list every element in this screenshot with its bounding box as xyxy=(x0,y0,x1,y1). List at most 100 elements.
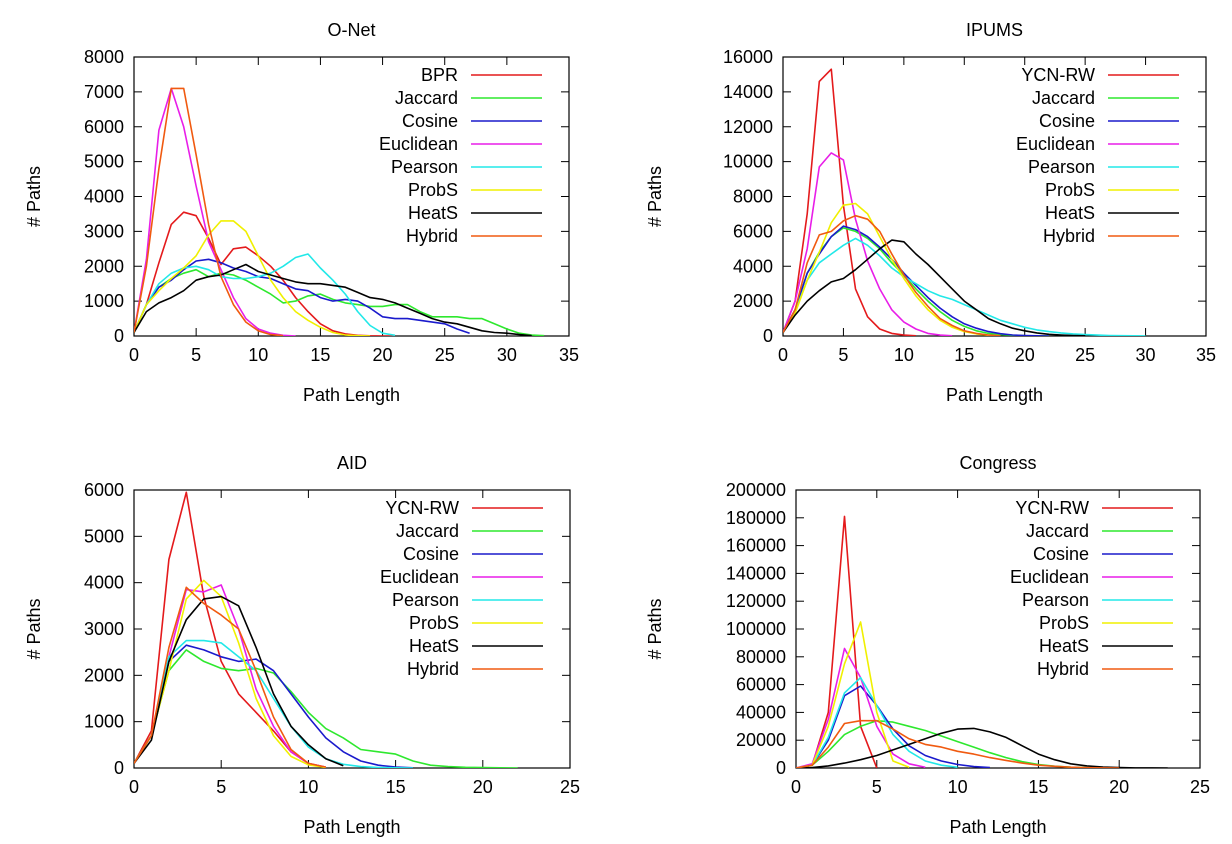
legend-label: Pearson xyxy=(1022,590,1089,610)
series-line-heats xyxy=(134,595,344,767)
legend-label: Jaccard xyxy=(1032,88,1095,108)
y-tick-label: 5000 xyxy=(84,526,124,546)
series-line-hybrid xyxy=(134,586,326,768)
chart-panel-2: AID 0 5 10 15 20 25 0 1000 2000 3000 4000 5000 6000 Pa… xyxy=(24,453,580,837)
series-line-heats xyxy=(783,239,1086,336)
legend-label: YCN-RW xyxy=(1021,65,1095,85)
y-tick-label: 7000 xyxy=(84,82,124,102)
y-tick-label: 3000 xyxy=(84,221,124,241)
y-tick-label: 120000 xyxy=(726,591,786,611)
y-axis-label: # Paths xyxy=(24,166,44,227)
legend-label: Cosine xyxy=(403,544,459,564)
series-line-probs xyxy=(134,579,326,768)
x-tick-label: 15 xyxy=(1028,777,1048,797)
y-axis-label: # Paths xyxy=(645,166,665,227)
legend-label: Cosine xyxy=(1039,111,1095,131)
x-tick-label: 10 xyxy=(894,345,914,365)
legend-label: ProbS xyxy=(1045,180,1095,200)
series-line-euclidean xyxy=(796,647,926,768)
x-tick-label: 30 xyxy=(1136,345,1156,365)
x-tick-label: 25 xyxy=(1190,777,1210,797)
series-line-bpr xyxy=(134,211,395,336)
x-tick-label: 25 xyxy=(1075,345,1095,365)
series-line-ycn-rw xyxy=(783,68,916,336)
series-line-euclidean xyxy=(783,152,953,336)
y-tick-label: 6000 xyxy=(84,480,124,500)
series-line-heats xyxy=(796,727,1168,768)
series-line-pearson xyxy=(783,237,1146,336)
legend-label: ProbS xyxy=(1039,613,1089,633)
y-tick-label: 0 xyxy=(114,326,124,346)
x-tick-label: 5 xyxy=(838,345,848,365)
legend-label: Pearson xyxy=(391,157,458,177)
series-line-cosine xyxy=(134,258,470,334)
x-tick-label: 20 xyxy=(473,777,493,797)
x-tick-label: 10 xyxy=(248,345,268,365)
series-line-cosine xyxy=(783,225,1049,336)
x-tick-label: 5 xyxy=(191,345,201,365)
x-axis-label: Path Length xyxy=(303,817,400,837)
y-tick-label: 1000 xyxy=(84,712,124,732)
x-tick-label: 0 xyxy=(791,777,801,797)
legend-label: BPR xyxy=(421,65,458,85)
x-tick-label: 30 xyxy=(497,345,517,365)
legend-label: YCN-RW xyxy=(1015,498,1089,518)
series-line-ycn-rw xyxy=(134,491,326,768)
y-tick-label: 12000 xyxy=(723,117,773,137)
legend-label: Pearson xyxy=(392,590,459,610)
series-line-jaccard xyxy=(134,268,545,336)
x-tick-label: 10 xyxy=(298,777,318,797)
y-axis-label: # Paths xyxy=(645,598,665,659)
y-tick-label: 2000 xyxy=(84,665,124,685)
x-tick-label: 25 xyxy=(435,345,455,365)
x-tick-label: 5 xyxy=(216,777,226,797)
chart-title: IPUMS xyxy=(966,20,1023,40)
x-tick-label: 35 xyxy=(1196,345,1216,365)
series-line-pearson xyxy=(134,639,414,768)
series-line-hybrid xyxy=(783,214,1001,336)
series-line-hybrid xyxy=(796,719,1120,768)
legend-label: Jaccard xyxy=(395,88,458,108)
series-line-pearson xyxy=(134,253,396,336)
y-tick-label: 2000 xyxy=(733,291,773,311)
x-tick-label: 0 xyxy=(778,345,788,365)
y-tick-label: 6000 xyxy=(733,221,773,241)
legend-label: Cosine xyxy=(402,111,458,131)
y-tick-label: 4000 xyxy=(84,573,124,593)
chart-panel-0: O-Net 0 5 10 15 20 25 30 35 0 1000 2000 3000 4000 5000… xyxy=(24,20,579,405)
legend-label: HeatS xyxy=(1045,203,1095,223)
y-tick-label: 1000 xyxy=(84,291,124,311)
y-tick-label: 0 xyxy=(763,326,773,346)
legend-label: Jaccard xyxy=(396,521,459,541)
y-tick-label: 14000 xyxy=(723,82,773,102)
y-tick-label: 6000 xyxy=(84,117,124,137)
chart-title: AID xyxy=(337,453,367,473)
legend-label: YCN-RW xyxy=(385,498,459,518)
y-tick-label: 3000 xyxy=(84,619,124,639)
y-tick-label: 16000 xyxy=(723,47,773,67)
x-tick-label: 15 xyxy=(954,345,974,365)
y-tick-label: 4000 xyxy=(84,187,124,207)
y-tick-label: 4000 xyxy=(733,256,773,276)
series-line-probs xyxy=(134,220,371,336)
legend-label: HeatS xyxy=(1039,636,1089,656)
y-tick-label: 200000 xyxy=(726,480,786,500)
x-tick-label: 5 xyxy=(872,777,882,797)
x-axis-label: Path Length xyxy=(946,385,1043,405)
x-tick-label: 10 xyxy=(948,777,968,797)
y-tick-label: 0 xyxy=(776,758,786,778)
y-tick-label: 8000 xyxy=(84,47,124,67)
y-tick-label: 180000 xyxy=(726,508,786,528)
y-tick-label: 40000 xyxy=(736,702,786,722)
x-axis-label: Path Length xyxy=(949,817,1046,837)
x-axis-label: Path Length xyxy=(303,385,400,405)
y-tick-label: 10000 xyxy=(723,152,773,172)
y-tick-label: 20000 xyxy=(736,730,786,750)
series-line-probs xyxy=(796,621,910,768)
legend-label: Hybrid xyxy=(1037,659,1089,679)
series-line-heats xyxy=(134,263,532,336)
legend-label: Hybrid xyxy=(1043,226,1095,246)
plot-frame xyxy=(782,56,1207,337)
legend-label: Hybrid xyxy=(407,659,459,679)
